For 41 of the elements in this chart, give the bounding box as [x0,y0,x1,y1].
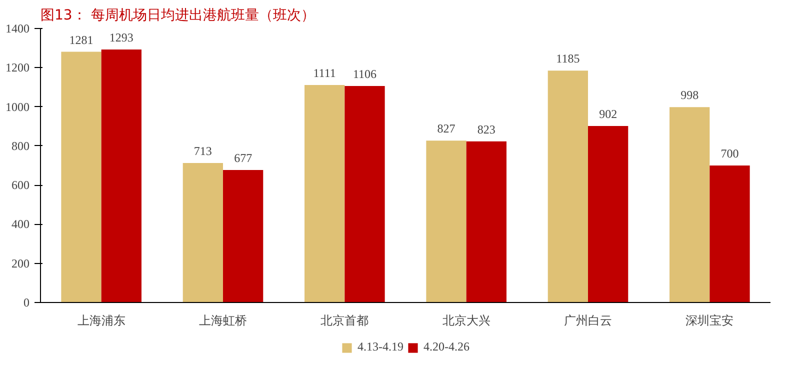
bar [710,166,750,302]
x-tick-label: 广州白云 [564,314,612,328]
data-label: 677 [234,151,252,165]
y-tick-label: 400 [12,217,30,232]
y-tick-label: 1200 [6,60,30,75]
bar [182,162,223,302]
data-label: 1185 [556,52,580,66]
data-label: 1106 [352,67,377,82]
legend-label: 4.13-4.19 [358,340,404,354]
y-tick-label: 1400 [6,22,30,36]
bar [304,85,345,302]
x-tick-label: 北京首都 [320,314,369,328]
bar [223,170,264,302]
data-label: 827 [437,122,456,136]
bar [588,126,628,302]
bar [101,49,142,302]
y-tick-label: 200 [12,256,30,270]
data-label: 713 [194,144,212,158]
bar [548,70,588,302]
data-label: 700 [720,146,739,160]
data-label: 902 [599,106,618,121]
data-label: 1293 [109,30,134,44]
x-tick-label: 上海浦东 [77,314,126,328]
bar [344,86,385,302]
chart-title: 图13： 每周机场日均进出港航班量（班次） [40,8,315,24]
y-tick-label: 600 [12,178,30,192]
bar [426,140,466,302]
bar [466,141,506,302]
y-tick-label: 0 [24,296,30,310]
bar [61,52,102,302]
data-label: 998 [680,88,699,102]
bar [670,107,710,302]
legend-label: 4.20-4.26 [424,340,470,354]
data-label: 823 [477,122,496,136]
data-label: 1281 [69,32,94,47]
x-tick-label: 深圳宝安 [686,314,734,328]
y-tick-label: 1000 [6,100,30,114]
x-tick-label: 北京大兴 [442,314,490,328]
y-tick-label: 800 [12,138,30,153]
data-label: 1111 [313,66,336,80]
x-tick-label: 上海虹桥 [199,314,247,328]
